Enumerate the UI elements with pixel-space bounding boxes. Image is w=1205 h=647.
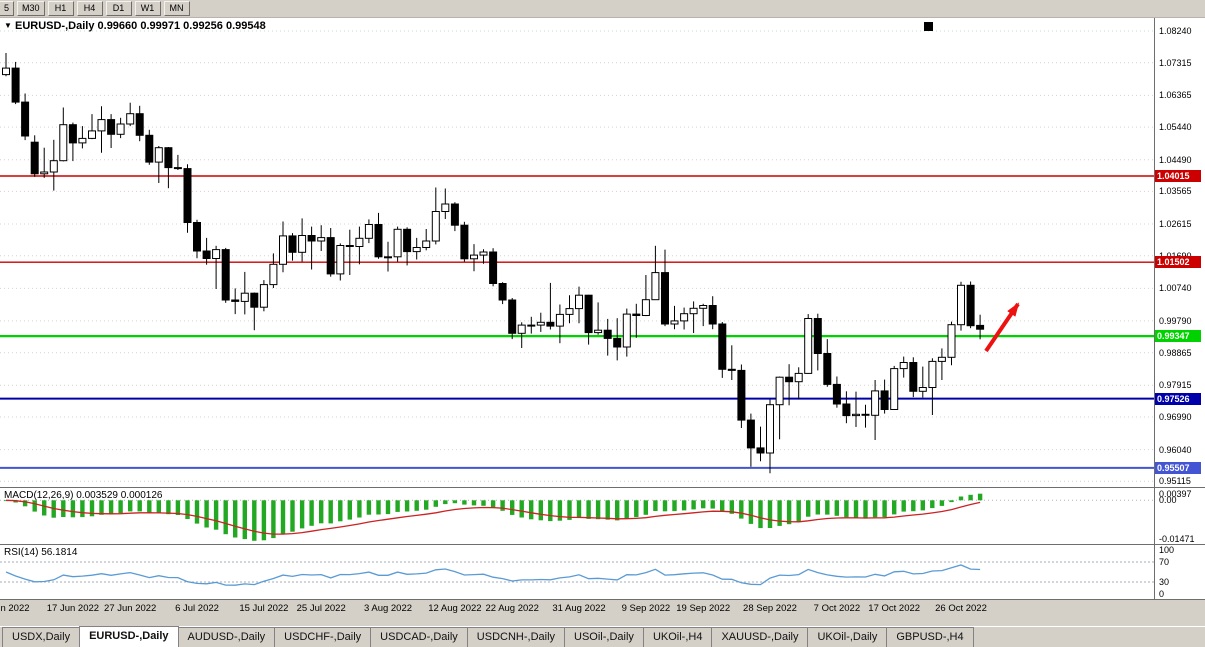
axis-date-label: 22 Aug 2022 xyxy=(485,603,539,614)
axis-date-label: 6 Jul 2022 xyxy=(175,603,219,614)
axis-price-label: 0.95115 xyxy=(1159,476,1191,487)
rsi-label: RSI(14) 56.1814 xyxy=(4,547,77,558)
chart-window: ▼ EURUSD-,Daily 0.99660 0.99971 0.99256 … xyxy=(0,18,1205,618)
axis-date-label: 17 Jun 2022 xyxy=(46,603,100,614)
rsi-panel[interactable]: RSI(14) 56.1814 100 70 30 0 xyxy=(0,545,1205,600)
chart-symbol-label: EURUSD-,Daily xyxy=(14,20,95,32)
axis-price-label: 0.98865 xyxy=(1159,347,1192,358)
axis-price-label: 0.96990 xyxy=(1159,412,1192,422)
axis-price-label: 30 xyxy=(1159,577,1170,587)
axis-price-label: 70 xyxy=(1159,557,1170,567)
macd-scale[interactable]: 0.00397 0.00 -0.01471 xyxy=(1154,488,1205,544)
axis-date-label: 27 Jun 2022 xyxy=(104,603,157,614)
chart-tab-usoil-daily[interactable]: USOil-,Daily xyxy=(564,627,644,647)
macd-values: 0.003529 0.000126 xyxy=(76,490,163,501)
timeframe-toolbar: 5 M30 H1 H4 D1 W1 MN xyxy=(0,0,1205,18)
axis-date-label: 31 Aug 2022 xyxy=(552,603,606,614)
price-chart-panel[interactable]: ▼ EURUSD-,Daily 0.99660 0.99971 0.99256 … xyxy=(0,18,1205,488)
axis-date-label: 7 Oct 2022 xyxy=(813,603,861,614)
price-scale[interactable]: 1.08240 1.07315 1.06365 1.05440 1.04490 1.035… xyxy=(1154,18,1205,487)
timeframe-button-MN[interactable]: MN xyxy=(163,1,190,16)
axis-price-label: 1.05440 xyxy=(1159,122,1192,133)
axis-date-label: 25 Jul 2022 xyxy=(296,603,346,614)
axis-date-label: 3 Aug 2022 xyxy=(363,603,413,614)
axis-price-label: 1.06365 xyxy=(1159,90,1192,101)
price-level-badge: 1.01502 xyxy=(1155,256,1201,269)
chart-tab-bar: USDX,Daily EURUSD-,Daily AUDUSD-,Daily USDC… xyxy=(0,626,1205,647)
chart-ohlc-values: 0.99660 0.99971 0.99256 0.99548 xyxy=(97,20,266,32)
axis-date-label: 17 Oct 2022 xyxy=(868,603,921,614)
price-level-badge: 0.99347 xyxy=(1155,330,1201,343)
timeframe-button-H1[interactable]: H1 xyxy=(47,1,74,16)
chart-dropdown-icon[interactable]: ▼ xyxy=(4,21,12,30)
timeframe-button-5[interactable]: 5 xyxy=(0,1,15,16)
axis-date-label: 15 Jul 2022 xyxy=(239,603,289,614)
price-level-badge: 0.95507 xyxy=(1155,461,1201,474)
axis-price-label: 0.97915 xyxy=(1159,380,1192,391)
rsi-name: RSI(14) xyxy=(4,547,39,558)
chart-tab-usdx-daily[interactable]: USDX,Daily xyxy=(2,627,81,647)
chart-title: ▼ EURUSD-,Daily 0.99660 0.99971 0.99256 … xyxy=(4,20,266,32)
chart-tab-ukoil-daily[interactable]: UKOil-,Daily xyxy=(807,627,888,647)
time-scale[interactable]: 8 Jun 2022 17 Jun 2022 27 Jun 2022 6 Jul 20… xyxy=(0,600,1205,618)
rsi-value: 56.1814 xyxy=(41,547,78,558)
chart-tab-usdcad-daily[interactable]: USDCAD-,Daily xyxy=(370,627,468,647)
macd-panel[interactable]: MACD(12,26,9) 0.003529 0.000126 0.00397 0… xyxy=(0,488,1205,545)
axis-price-label: 1.00740 xyxy=(1159,283,1192,294)
chart-tab-gbpusd-h4[interactable]: GBPUSD-,H4 xyxy=(886,627,974,647)
macd-name: MACD(12,26,9) xyxy=(4,490,74,501)
chart-tab-eurusd-daily[interactable]: EURUSD-,Daily xyxy=(79,626,179,647)
price-level-badge: 0.97526 xyxy=(1155,392,1201,405)
candlestick-chart[interactable] xyxy=(0,18,1155,487)
chart-tab-ukoil-h4[interactable]: UKOil-,H4 xyxy=(642,627,713,647)
rsi-scale[interactable]: 100 70 30 0 xyxy=(1154,545,1205,599)
axis-date-label: 9 Sep 2022 xyxy=(621,603,671,614)
axis-price-label: 100 xyxy=(1159,545,1175,555)
axis-price-label: 1.07315 xyxy=(1159,57,1192,68)
axis-date-label: 8 Jun 2022 xyxy=(0,603,30,614)
axis-price-label: 1.02615 xyxy=(1159,219,1192,229)
axis-price-label: 0.99790 xyxy=(1159,315,1192,326)
macd-label: MACD(12,26,9) 0.003529 0.000126 xyxy=(4,490,162,501)
chart-tab-xauusd-daily[interactable]: XAUUSD-,Daily xyxy=(711,627,809,647)
axis-price-label: 0.96040 xyxy=(1159,444,1192,455)
axis-price-label: 0.00 xyxy=(1159,495,1177,506)
chart-tab-audusd-daily[interactable]: AUDUSD-,Daily xyxy=(177,627,276,647)
axis-date-label: 19 Sep 2022 xyxy=(676,603,731,614)
axis-price-label: 1.03565 xyxy=(1159,186,1192,197)
axis-price-label: 1.01690 xyxy=(1159,251,1192,261)
rsi-chart[interactable] xyxy=(0,545,1155,599)
timeframe-button-M30[interactable]: M30 xyxy=(17,1,45,16)
axis-price-label: -0.01471 xyxy=(1159,534,1195,544)
axis-price-label: 1.04490 xyxy=(1159,154,1192,165)
axis-price-label: 0 xyxy=(1159,589,1165,599)
timeframe-button-H4[interactable]: H4 xyxy=(76,1,103,16)
axis-date-label: 12 Aug 2022 xyxy=(428,603,482,614)
axis-price-label: 0.00397 xyxy=(1159,489,1192,499)
axis-date-label: 26 Oct 2022 xyxy=(935,603,987,614)
timeframe-button-D1[interactable]: D1 xyxy=(105,1,132,16)
chart-tab-usdcnh-daily[interactable]: USDCNH-,Daily xyxy=(466,627,566,647)
timeframe-button-W1[interactable]: W1 xyxy=(134,1,161,16)
macd-chart[interactable] xyxy=(0,488,1155,544)
price-level-badge: 1.04015 xyxy=(1155,170,1201,182)
axis-price-label: 1.08240 xyxy=(1159,26,1192,36)
axis-date-label: 28 Sep 2022 xyxy=(743,603,797,614)
chart-tab-usdchf-daily[interactable]: USDCHF-,Daily xyxy=(274,627,372,647)
